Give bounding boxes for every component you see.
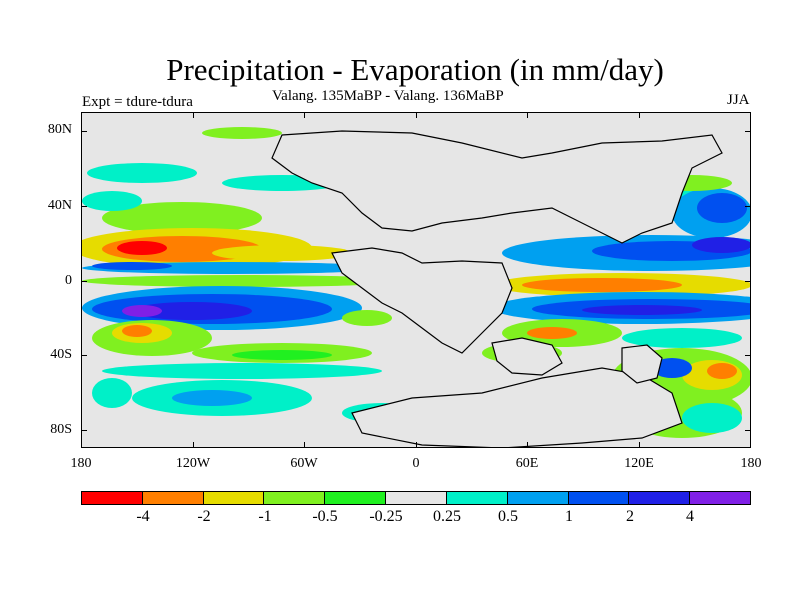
x-tick-mark xyxy=(193,112,194,118)
y-tick-label: 0 xyxy=(65,273,72,288)
chart-title: Precipitation - Evaporation (in mm/day) xyxy=(166,52,664,87)
colorbar-swatch xyxy=(325,492,387,504)
map-panel xyxy=(81,112,751,448)
colorbar-swatch xyxy=(629,492,691,504)
x-tick-mark xyxy=(304,442,305,448)
x-tick-mark xyxy=(416,442,417,448)
x-tick-label: 120E xyxy=(624,456,654,471)
colorbar xyxy=(81,491,751,505)
y-tick-label: 80S xyxy=(50,422,72,437)
y-tick-mark xyxy=(81,206,87,207)
chart-subtitle: Valang. 135MaBP - Valang. 136MaBP xyxy=(272,88,504,104)
x-tick-label: 180 xyxy=(740,456,762,471)
y-tick-mark xyxy=(81,281,87,282)
colorbar-swatch xyxy=(690,492,750,504)
colorbar-label: 2 xyxy=(626,508,634,525)
colorbar-swatch xyxy=(386,492,447,504)
y-tick-mark xyxy=(81,131,87,132)
x-tick-mark xyxy=(193,442,194,448)
colorbar-label: 0.5 xyxy=(498,508,518,525)
colorbar-label: -0.5 xyxy=(312,508,338,525)
x-tick-mark xyxy=(639,442,640,448)
x-tick-mark xyxy=(416,112,417,118)
x-tick-label: 120W xyxy=(175,456,211,471)
y-tick-mark xyxy=(745,131,751,132)
colorbar-label: -1 xyxy=(258,508,272,525)
y-tick-label: 40S xyxy=(50,347,72,362)
season-label: JJA xyxy=(727,92,750,108)
coastlines xyxy=(271,130,723,447)
colorbar-label: 1 xyxy=(565,508,573,525)
x-tick-label: 60E xyxy=(515,456,539,471)
x-tick-mark xyxy=(527,442,528,448)
y-tick-mark xyxy=(81,355,87,356)
colorbar-swatch xyxy=(82,492,143,504)
x-tick-label: 60W xyxy=(290,456,318,471)
x-tick-label: 180 xyxy=(70,456,92,471)
x-tick-label: 0 xyxy=(412,456,420,471)
colorbar-label: -2 xyxy=(197,508,211,525)
colorbar-label: 0.25 xyxy=(433,508,461,525)
colorbar-swatch xyxy=(568,492,630,504)
y-tick-mark xyxy=(745,430,751,431)
y-tick-label: 40N xyxy=(47,198,72,213)
x-tick-mark xyxy=(304,112,305,118)
colorbar-label: -4 xyxy=(136,508,150,525)
colorbar-label: 4 xyxy=(686,508,694,525)
map-svg xyxy=(82,113,750,447)
y-tick-mark xyxy=(745,206,751,207)
experiment-label: Expt = tdure-tdura xyxy=(82,94,193,110)
x-tick-mark xyxy=(527,112,528,118)
colorbar-swatch xyxy=(142,492,204,504)
x-tick-mark xyxy=(639,112,640,118)
colorbar-swatch xyxy=(264,492,326,504)
colorbar-swatch xyxy=(203,492,265,504)
y-tick-mark xyxy=(745,281,751,282)
colorbar-swatch xyxy=(446,492,508,504)
colorbar-label: -0.25 xyxy=(369,508,403,525)
y-tick-label: 80N xyxy=(47,122,72,137)
y-tick-mark xyxy=(745,355,751,356)
y-tick-mark xyxy=(81,430,87,431)
colorbar-swatch xyxy=(507,492,569,504)
